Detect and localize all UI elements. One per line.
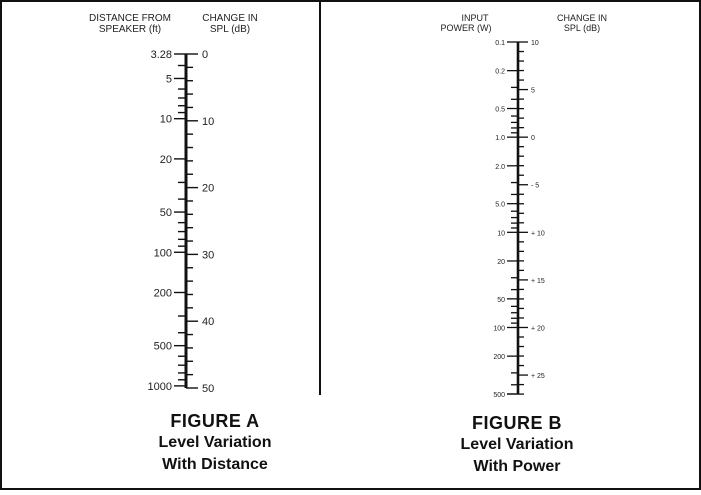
fig-b-left-label: 500 — [493, 392, 505, 399]
fig-a-left-label: 5 — [166, 73, 172, 85]
fig-a-right-label: 40 — [202, 316, 214, 328]
fig-a-right-header-1: CHANGE IN — [202, 13, 258, 24]
fig-a-caption: FIGURE A Level Variation With Distance — [130, 410, 300, 476]
fig-b-left-label: 100 — [493, 325, 505, 332]
fig-b-caption: FIGURE B Level Variation With Power — [432, 412, 602, 478]
fig-a-left-label: 3.28 — [151, 49, 172, 61]
fig-b-right-label: + 10 — [531, 230, 545, 237]
fig-b-left-label: 0.1 — [495, 40, 505, 47]
fig-a-right-label: 50 — [202, 383, 214, 395]
fig-b-left-label: 50 — [497, 297, 505, 304]
fig-b-left-header-1: INPUT — [462, 13, 490, 23]
fig-b-right-label: + 20 — [531, 325, 545, 332]
fig-b-left-label: 20 — [497, 259, 505, 266]
fig-b-left-label: 200 — [493, 354, 505, 361]
fig-a-left-label: 1000 — [148, 381, 172, 393]
fig-b-right-label: 10 — [531, 40, 539, 47]
fig-b-right-label: + 25 — [531, 373, 545, 380]
fig-a-right-label: 20 — [202, 183, 214, 195]
fig-a-subtitle-2: With Distance — [162, 456, 268, 473]
fig-b-right-label: 0 — [531, 135, 535, 142]
fig-b-left-header-2: POWER (W) — [441, 23, 492, 33]
fig-b-title: FIGURE B — [471, 413, 562, 433]
fig-b-right-label: - 5 — [531, 183, 539, 190]
fig-a-left-label: 20 — [160, 154, 172, 166]
fig-b-left-label: 5.0 — [495, 202, 505, 209]
fig-b-right-label: 5 — [531, 88, 535, 95]
fig-a-left-header-1: DISTANCE FROM — [89, 13, 171, 24]
fig-b-right-header-2: SPL (dB) — [564, 23, 600, 33]
fig-a-right-label: 0 — [202, 49, 208, 61]
fig-a-right-label: 30 — [202, 249, 214, 261]
fig-a-subtitle-1: Level Variation — [158, 434, 272, 451]
fig-a-left-label: 100 — [154, 247, 172, 259]
fig-a-left-header-2: SPEAKER (ft) — [99, 24, 161, 35]
fig-a-left-label: 200 — [154, 287, 172, 299]
fig-a-right-label: 10 — [202, 116, 214, 128]
fig-a-title: FIGURE A — [170, 411, 260, 431]
fig-a-right-header-2: SPL (dB) — [210, 24, 250, 35]
fig-a-left-label: 10 — [160, 114, 172, 126]
fig-a-scale: 3.28 5 10 20 50 100 200 500 1000 0 10 20 30 40 50 — [148, 49, 215, 395]
fig-b-left-label: 1.0 — [495, 135, 505, 142]
fig-b-left-label: 10 — [497, 230, 505, 237]
fig-b-left-label: 2.0 — [495, 164, 505, 171]
fig-b-left-label: 0.5 — [495, 107, 505, 114]
fig-b-subtitle-2: With Power — [473, 458, 561, 475]
fig-a-left-label: 500 — [154, 341, 172, 353]
fig-b-right-label: + 15 — [531, 278, 545, 285]
fig-a-left-label: 50 — [160, 207, 172, 219]
fig-b-left-label: 0.2 — [495, 69, 505, 76]
fig-b-subtitle-1: Level Variation — [460, 436, 574, 453]
fig-b-right-header-1: CHANGE IN — [557, 13, 607, 23]
